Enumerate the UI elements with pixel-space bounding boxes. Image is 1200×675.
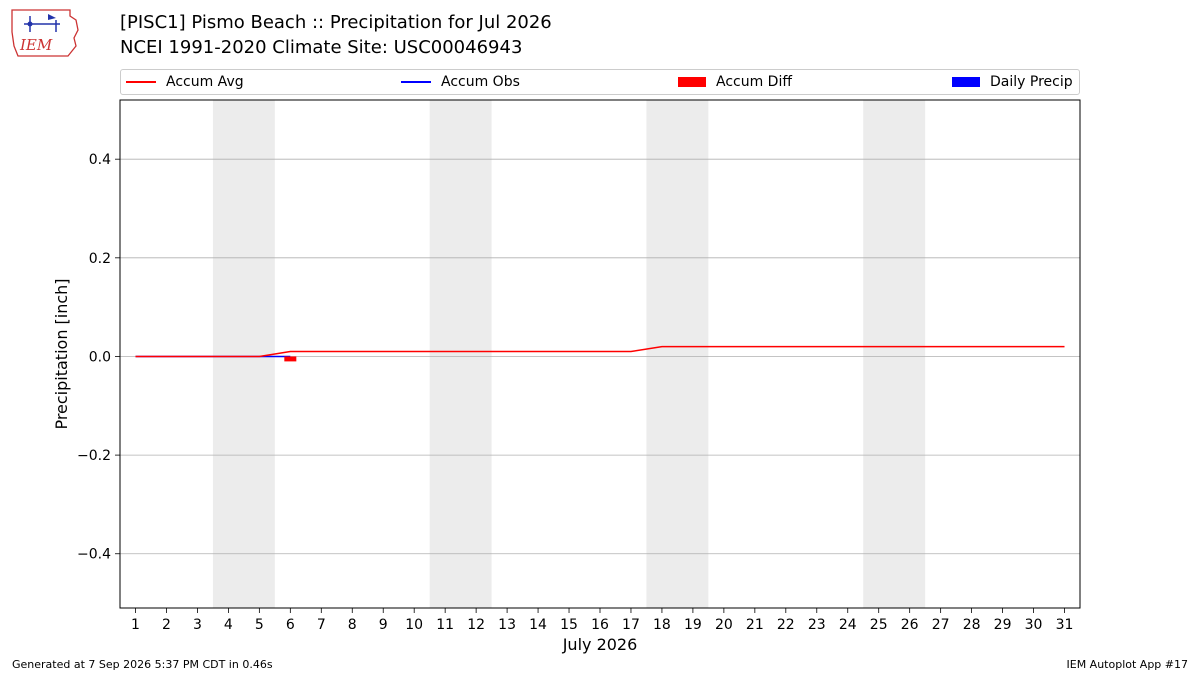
y-tick-label: −0.2 bbox=[77, 448, 111, 464]
x-tick-label: 10 bbox=[405, 617, 423, 633]
plot-frame bbox=[119, 99, 1081, 609]
x-tick-label: 13 bbox=[498, 617, 516, 633]
x-axis-label: July 2026 bbox=[562, 635, 638, 654]
weekend-shading bbox=[646, 100, 709, 608]
legend-item-accum-diff: Accum Diff bbox=[678, 70, 792, 94]
legend-label: Accum Obs bbox=[441, 74, 520, 90]
legend-item-accum-avg: Accum Avg bbox=[126, 70, 244, 94]
x-tick-label: 22 bbox=[777, 617, 795, 633]
y-tick-label: −0.4 bbox=[77, 547, 111, 563]
x-tick-label: 12 bbox=[467, 617, 485, 633]
x-tick-label: 30 bbox=[1025, 617, 1043, 633]
app-credit: IEM Autoplot App #17 bbox=[1066, 658, 1189, 671]
x-tick-label: 29 bbox=[994, 617, 1012, 633]
y-tick-label: 0.2 bbox=[89, 251, 111, 267]
x-tick-label: 23 bbox=[808, 617, 826, 633]
chart-title: [PISC1] Pismo Beach :: Precipitation for… bbox=[120, 12, 552, 33]
x-tick-label: 18 bbox=[653, 617, 671, 633]
legend-label: Daily Precip bbox=[990, 74, 1073, 90]
legend-label: Accum Avg bbox=[166, 74, 244, 90]
x-tick-label: 17 bbox=[622, 617, 640, 633]
x-tick-label: 21 bbox=[746, 617, 764, 633]
x-tick-label: 24 bbox=[839, 617, 857, 633]
x-tick-label: 25 bbox=[870, 617, 888, 633]
legend-swatch bbox=[678, 77, 706, 87]
chart-legend: Accum Avg Accum Obs Accum Diff Daily Pre… bbox=[120, 69, 1080, 95]
x-tick-label: 3 bbox=[193, 617, 202, 633]
x-tick-label: 19 bbox=[684, 617, 702, 633]
x-tick-label: 26 bbox=[901, 617, 919, 633]
legend-swatch bbox=[952, 77, 980, 87]
x-tick-label: 28 bbox=[963, 617, 981, 633]
x-tick-label: 31 bbox=[1056, 617, 1074, 633]
weekend-shading bbox=[429, 100, 492, 608]
x-tick-label: 16 bbox=[591, 617, 609, 633]
x-tick-label: 14 bbox=[529, 617, 547, 633]
iem-logo: IEM bbox=[11, 9, 79, 57]
x-tick-label: 27 bbox=[932, 617, 950, 633]
legend-swatch bbox=[126, 81, 156, 83]
weekend-shading bbox=[212, 100, 275, 608]
x-tick-label: 8 bbox=[348, 617, 357, 633]
x-tick-label: 2 bbox=[162, 617, 171, 633]
generated-timestamp: Generated at 7 Sep 2026 5:37 PM CDT in 0… bbox=[12, 658, 273, 671]
x-tick-label: 6 bbox=[286, 617, 295, 633]
legend-item-accum-obs: Accum Obs bbox=[401, 70, 520, 94]
y-tick-label: 0.4 bbox=[89, 152, 111, 168]
x-tick-label: 20 bbox=[715, 617, 733, 633]
chart-subtitle: NCEI 1991-2020 Climate Site: USC00046943 bbox=[120, 37, 523, 58]
x-tick-label: 1 bbox=[131, 617, 140, 633]
legend-swatch bbox=[401, 81, 431, 83]
x-tick-label: 7 bbox=[317, 617, 326, 633]
legend-label: Accum Diff bbox=[716, 74, 793, 90]
x-tick-label: 9 bbox=[379, 617, 388, 633]
legend-item-daily-precip: Daily Precip bbox=[952, 70, 1073, 94]
weekend-shading bbox=[863, 100, 926, 608]
accum-avg-line bbox=[135, 345, 1065, 358]
x-tick-label: 5 bbox=[255, 617, 264, 633]
y-axis-label: Precipitation [inch] bbox=[52, 278, 71, 429]
x-tick-label: 4 bbox=[224, 617, 233, 633]
x-tick-label: 11 bbox=[436, 617, 454, 633]
x-tick-label: 15 bbox=[560, 617, 578, 633]
y-tick-label: 0.0 bbox=[89, 349, 111, 365]
svg-text:IEM: IEM bbox=[19, 36, 53, 54]
accum-diff-bar bbox=[284, 356, 297, 362]
